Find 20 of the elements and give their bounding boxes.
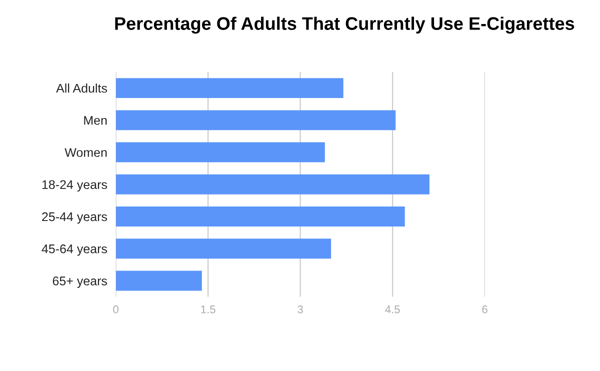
bar — [116, 174, 430, 194]
y-tick-label: 25-44 years — [42, 212, 108, 224]
y-tick-label: Men — [84, 116, 107, 125]
y-tick-label: 65+ years — [52, 276, 108, 288]
chart-title: Percentage Of Adults That Currently Use E-Cigarettes — [115, 16, 574, 34]
y-tick-label: 18-24 years — [42, 180, 108, 192]
x-tick-label: 1.5 — [201, 306, 216, 314]
x-tick-label: 3 — [298, 305, 303, 314]
bar — [116, 238, 332, 259]
bar — [116, 142, 325, 162]
x-tick-label: 0 — [113, 305, 118, 314]
bar — [116, 270, 202, 291]
x-tick-label: 4.5 — [385, 306, 400, 314]
y-tick-label: All Adults — [56, 84, 108, 93]
bar — [116, 206, 405, 226]
x-tick-label: 6 — [482, 305, 488, 314]
y-tick-label: 45-64 years — [42, 244, 108, 256]
bar — [116, 78, 344, 98]
bar — [116, 110, 396, 130]
y-tick-label: Women — [64, 148, 107, 157]
